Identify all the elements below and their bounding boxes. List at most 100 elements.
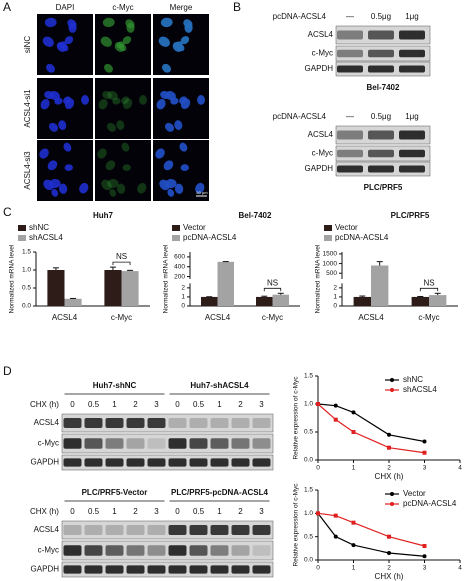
bar — [47, 270, 65, 306]
panel-label: A — [3, 0, 11, 14]
cell-line-label: Bel-7402 — [367, 83, 400, 92]
protein-label: c-Myc — [312, 49, 333, 58]
nucleus — [46, 63, 55, 73]
data-point — [351, 410, 356, 415]
cmyc-signal — [197, 95, 205, 105]
lane-label: — — [346, 112, 354, 121]
cmyc-signal — [121, 96, 130, 105]
cmyc-signal — [167, 188, 175, 197]
cmyc-signal — [112, 97, 121, 105]
cmyc-signal — [180, 164, 189, 171]
cmyc-signal — [126, 22, 135, 33]
nucleus — [180, 98, 191, 109]
y-tick-label: 0 — [181, 303, 185, 310]
band — [231, 458, 250, 467]
band — [63, 458, 82, 467]
nucleus — [79, 182, 89, 194]
band — [84, 525, 103, 535]
cmyc-signal — [107, 178, 119, 189]
blot-strip — [61, 413, 274, 433]
lane-label: 2 — [238, 400, 243, 409]
x-tick-label: c-Myc — [111, 313, 132, 322]
micrograph — [37, 78, 93, 139]
band — [84, 438, 103, 449]
x-tick-label: ACSL4 — [205, 313, 231, 322]
cmyc-signal — [102, 90, 112, 99]
band — [147, 565, 166, 574]
band — [126, 418, 145, 428]
y-tick-label: 1 — [333, 294, 337, 301]
y-tick-label: 0.5 — [22, 285, 31, 292]
legend-label: Vector — [403, 489, 426, 498]
nucleus — [49, 91, 60, 101]
band — [84, 545, 103, 556]
nucleus — [174, 183, 184, 194]
band — [337, 30, 363, 40]
bar — [371, 265, 389, 306]
y-tick-label: 2 — [181, 285, 185, 292]
bar — [429, 295, 447, 306]
band — [126, 525, 145, 535]
cmyc-signal — [97, 148, 107, 159]
micrograph — [95, 78, 151, 139]
nucleus — [163, 160, 174, 171]
bar — [64, 298, 82, 306]
nucleus — [63, 142, 72, 152]
band — [210, 525, 229, 535]
legend-swatch — [324, 225, 332, 231]
y-axis-label: Normalized mRNA level — [163, 244, 170, 313]
protein-label: GAPDH — [31, 565, 60, 574]
group-label: Huh7-shNC — [93, 381, 137, 390]
nucleus — [159, 179, 170, 191]
band — [105, 545, 124, 556]
band — [63, 418, 82, 428]
significance-bracket — [112, 261, 131, 266]
band — [105, 458, 124, 467]
data-point — [333, 534, 338, 539]
x-tick-label: 3 — [423, 565, 427, 572]
band — [189, 458, 208, 467]
cmyc-signal — [98, 99, 108, 110]
y-tick-label: 0.0 — [304, 457, 313, 464]
micrograph — [37, 140, 93, 201]
nucleus — [155, 148, 165, 159]
panel-label: B — [233, 0, 241, 14]
band — [368, 149, 394, 158]
significance-bracket — [263, 287, 282, 292]
lane-label: 0 — [70, 400, 75, 409]
data-point — [422, 450, 427, 455]
protein-label: ACSL4 — [308, 30, 334, 39]
y-tick-label: 0.0 — [22, 303, 31, 310]
blot-strip — [61, 454, 274, 471]
band — [399, 30, 425, 40]
nucleus — [64, 164, 73, 171]
band — [63, 545, 82, 556]
annotation: NS — [116, 252, 127, 261]
column-header: c-Myc — [112, 3, 133, 12]
image-bg — [95, 140, 151, 201]
band — [252, 545, 271, 556]
band — [368, 130, 394, 140]
y-axis-label: Relative expression of c-Myc — [293, 376, 300, 460]
y-tick-label: 0.5 — [304, 533, 313, 540]
cmyc-signal — [159, 179, 170, 191]
legend-label: Vector — [335, 223, 358, 232]
series-line — [317, 512, 425, 557]
legend-swatch — [324, 235, 332, 241]
lane-label: 2 — [133, 400, 138, 409]
micrograph — [95, 14, 151, 75]
band — [231, 565, 250, 574]
data-point — [316, 402, 320, 406]
chart-title: Bel-7402 — [239, 211, 272, 220]
data-point — [351, 520, 356, 525]
cmyc-signal — [180, 36, 190, 45]
legend-label: shNC — [403, 375, 423, 384]
band — [63, 525, 82, 535]
nucleus — [197, 95, 205, 105]
band — [252, 438, 271, 449]
legend-marker — [390, 502, 394, 506]
band — [168, 525, 187, 535]
data-point — [351, 430, 356, 434]
protein-label: c-Myc — [38, 439, 59, 448]
y-tick-label: 1 — [181, 294, 185, 301]
